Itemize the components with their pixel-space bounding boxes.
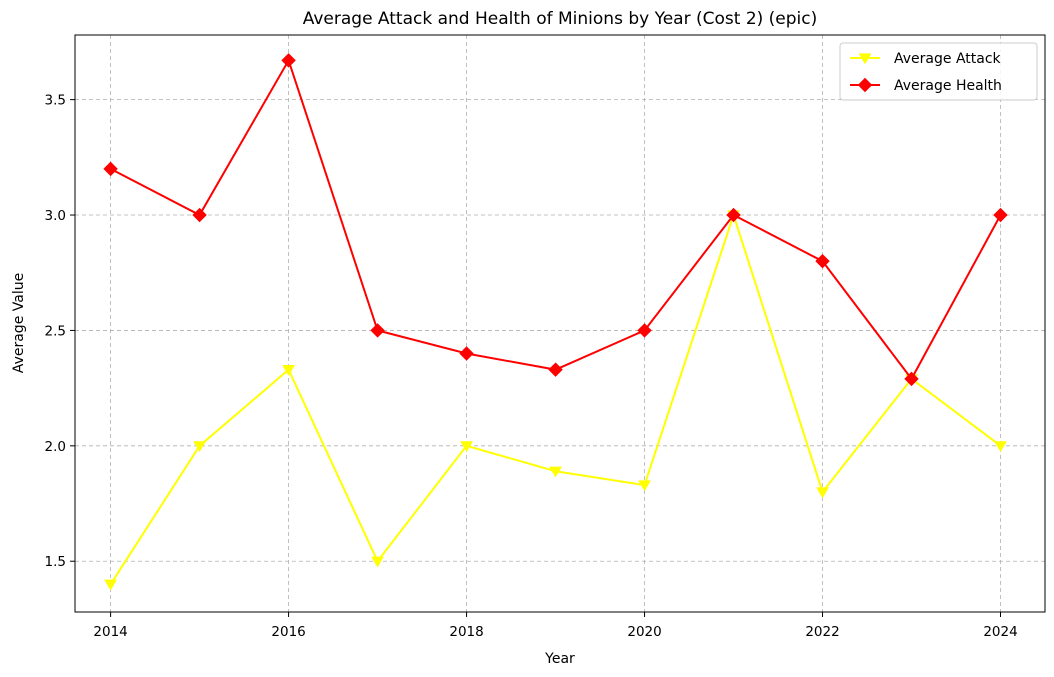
legend-marker	[857, 77, 873, 93]
y-axis-label: Average Value	[11, 273, 27, 373]
series-line	[109, 211, 1002, 585]
plot-frame	[74, 34, 1046, 613]
x-tick-label: 2022	[805, 624, 839, 640]
series-average-attack	[104, 210, 1007, 591]
x-tick-label: 2020	[627, 624, 661, 640]
data-point	[637, 323, 652, 338]
x-tick-label: 2016	[271, 624, 305, 640]
x-axis: 2014 2016 2018 2020 2022 2024	[93, 612, 1018, 640]
data-point	[548, 362, 563, 377]
legend-marker	[858, 53, 872, 65]
y-axis: 1.5 2.0 2.5 3.0 3.5	[45, 93, 75, 570]
data-point	[460, 441, 473, 453]
x-tick-label: 2024	[983, 624, 1017, 640]
legend-label: Average Attack	[894, 51, 1002, 67]
legend-label: Average Health	[894, 78, 1002, 94]
data-point	[192, 207, 207, 223]
legend: Average Attack Average Health	[839, 42, 1038, 101]
y-tick-label: 2.0	[45, 439, 66, 455]
chart-title: Average Attack and Health of Minions by …	[303, 9, 818, 29]
data-point	[638, 480, 651, 492]
data-point	[103, 161, 118, 177]
data-point	[370, 323, 385, 338]
x-tick-label: 2018	[449, 624, 483, 640]
data-point	[993, 207, 1008, 223]
data-point	[281, 53, 296, 68]
data-point	[816, 487, 829, 499]
series-average-health	[103, 53, 1008, 387]
data-point	[193, 441, 206, 453]
data-point	[726, 207, 741, 223]
grid	[75, 35, 1045, 612]
data-point	[371, 556, 384, 568]
data-point	[904, 371, 919, 387]
y-tick-label: 2.5	[45, 323, 66, 339]
data-point	[549, 466, 562, 478]
y-tick-label: 3.0	[45, 208, 66, 224]
x-tick-label: 2014	[93, 624, 127, 640]
y-tick-label: 3.5	[45, 93, 66, 109]
data-point	[282, 365, 295, 376]
x-axis-label: Year	[544, 651, 575, 667]
data-point	[104, 579, 117, 591]
data-point	[459, 346, 474, 361]
series-line	[110, 57, 1002, 381]
series-layer	[103, 53, 1008, 591]
legend-box	[839, 42, 1038, 101]
y-tick-label: 1.5	[45, 554, 66, 570]
data-point	[815, 253, 830, 269]
data-point	[994, 441, 1007, 453]
